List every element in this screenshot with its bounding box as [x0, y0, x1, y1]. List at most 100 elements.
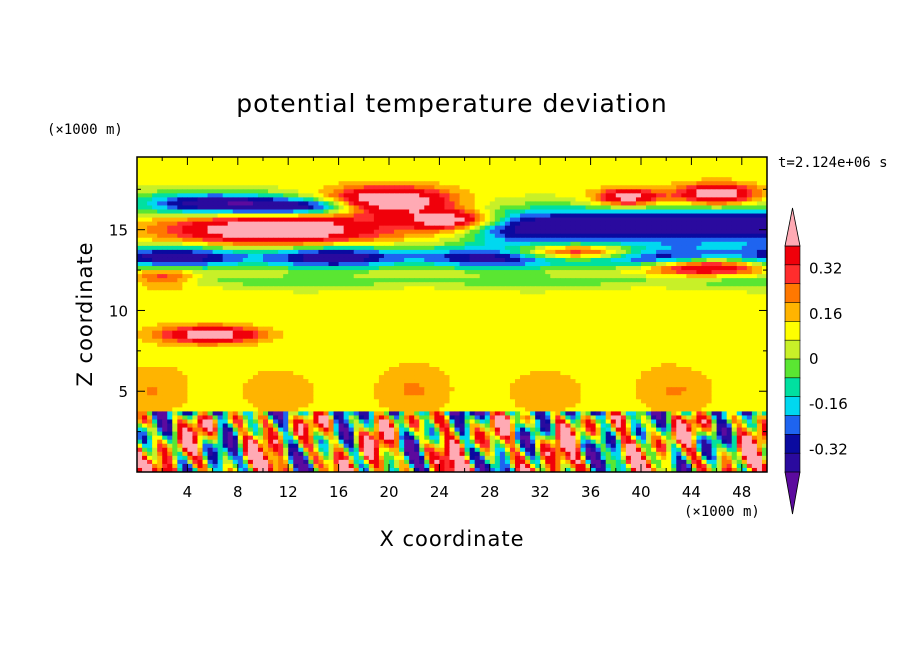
heatmap-cell — [237, 270, 244, 275]
heatmap-cell — [157, 193, 163, 198]
heatmap-cell — [525, 209, 531, 215]
heatmap-cell — [378, 169, 385, 174]
heatmap-cell — [620, 181, 627, 186]
heatmap-cell — [706, 241, 713, 247]
heatmap-cell — [167, 213, 173, 219]
heatmap-cell — [484, 314, 491, 320]
heatmap-cell — [137, 201, 143, 207]
heatmap-cell — [257, 249, 264, 255]
heatmap-cell — [358, 257, 365, 263]
heatmap-cell — [464, 282, 471, 287]
heatmap-cell — [620, 173, 627, 178]
heatmap-cell — [530, 161, 536, 166]
heatmap-cell — [187, 221, 194, 227]
heatmap-cell — [283, 169, 289, 174]
heatmap-cell — [333, 169, 340, 174]
heatmap-cell — [394, 298, 400, 303]
heatmap-cell — [142, 294, 148, 299]
heatmap-cell — [555, 157, 561, 162]
heatmap-cell — [162, 274, 168, 279]
heatmap-cell — [358, 310, 365, 316]
heatmap-cell — [207, 177, 214, 182]
heatmap-cell — [484, 306, 491, 312]
heatmap-cell — [711, 262, 718, 267]
heatmap-cell — [630, 253, 637, 259]
heatmap-cell — [414, 314, 420, 320]
heatmap-cell — [293, 197, 299, 203]
heatmap-cell — [318, 274, 325, 279]
heatmap-cell — [192, 209, 199, 215]
heatmap-cell — [434, 165, 440, 170]
heatmap-cell — [509, 290, 516, 295]
heatmap-cell — [182, 165, 188, 170]
heatmap-cell — [721, 262, 728, 267]
heatmap-cell — [625, 290, 632, 295]
heatmap-cell — [389, 274, 395, 279]
heatmap-cell — [540, 262, 546, 267]
heatmap-cell — [499, 197, 506, 203]
heatmap-cell — [207, 298, 214, 303]
heatmap-cell — [484, 257, 491, 263]
heatmap-cell — [706, 193, 713, 198]
heatmap-cell — [449, 225, 456, 231]
heatmap-cell — [661, 169, 667, 174]
heatmap-cell — [147, 205, 153, 211]
heatmap-cell — [338, 201, 345, 207]
heatmap-cell — [635, 237, 642, 243]
heatmap-cell — [656, 282, 662, 287]
heatmap-cell — [283, 310, 289, 316]
heatmap-cell — [454, 217, 461, 223]
heatmap-cell — [625, 157, 632, 162]
heatmap-cell — [464, 253, 471, 259]
heatmap-cell — [419, 193, 425, 198]
heatmap-cell — [273, 229, 279, 235]
heatmap-cell — [414, 201, 420, 207]
heatmap-cell — [273, 294, 279, 299]
heatmap-cell — [172, 165, 178, 170]
heatmap-cell — [424, 185, 430, 190]
heatmap-cell — [202, 193, 209, 198]
heatmap-cell — [419, 209, 425, 215]
heatmap-cell — [565, 165, 572, 170]
heatmap-cell — [469, 241, 476, 247]
heatmap-cell — [565, 257, 572, 263]
heatmap-cell — [338, 294, 345, 299]
heatmap-cell — [474, 270, 481, 275]
heatmap-cell — [570, 213, 577, 219]
heatmap-cell — [439, 229, 446, 235]
heatmap-cell — [157, 201, 163, 207]
heatmap-cell — [419, 306, 425, 312]
heatmap-cell — [323, 189, 330, 194]
heatmap-cell — [696, 278, 703, 283]
heatmap-cell — [298, 310, 304, 316]
heatmap-cell — [343, 201, 350, 207]
heatmap-cell — [520, 229, 526, 235]
heatmap-cell — [545, 169, 551, 174]
heatmap-cell — [504, 310, 511, 316]
heatmap-cell — [147, 165, 153, 170]
heatmap-cell — [237, 245, 244, 251]
heatmap-cell — [530, 193, 536, 198]
heatmap-cell — [363, 221, 370, 227]
heatmap-cell — [434, 201, 440, 207]
heatmap-cell — [202, 278, 209, 283]
heatmap-cell — [389, 217, 395, 223]
heatmap-cell — [182, 157, 188, 162]
heatmap-cell — [439, 233, 446, 239]
heatmap-cell — [424, 229, 430, 235]
heatmap-cell — [172, 225, 178, 231]
heatmap-cell — [575, 257, 582, 263]
heatmap-cell — [177, 201, 183, 207]
heatmap-cell — [545, 173, 551, 178]
heatmap-cell — [167, 302, 173, 308]
heatmap-cell — [298, 241, 304, 247]
heatmap-cell — [358, 177, 365, 182]
heatmap-cell — [615, 225, 622, 231]
heatmap-cell — [182, 306, 188, 312]
heatmap-cell — [525, 233, 531, 239]
heatmap-cell — [152, 189, 158, 194]
heatmap-cell — [701, 298, 708, 303]
heatmap-cell — [726, 290, 733, 295]
heatmap-cell — [711, 217, 718, 223]
heatmap-cell — [706, 229, 713, 235]
